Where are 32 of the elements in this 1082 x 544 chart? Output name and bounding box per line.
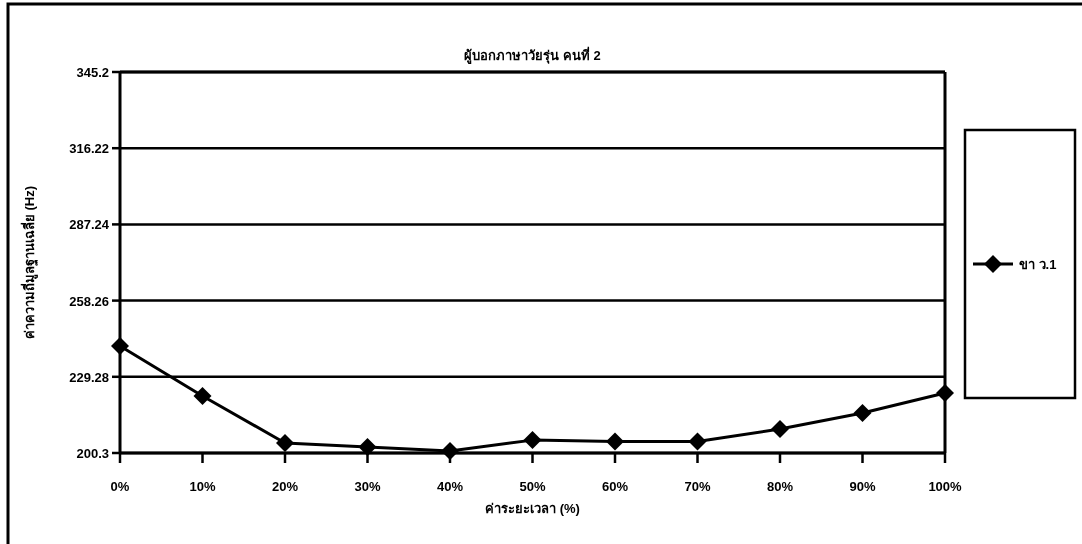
point — [606, 432, 624, 451]
x-tick-label: 40% — [436, 479, 464, 494]
point — [441, 441, 459, 460]
point — [936, 384, 954, 403]
y-tick-label: 316.22 — [69, 141, 109, 157]
point — [111, 336, 129, 355]
legend-label: ขา ว.1 — [1019, 257, 1057, 272]
point — [523, 431, 542, 450]
y-tick-label: 345.2 — [76, 65, 109, 80]
x-tick-label: 20% — [271, 479, 299, 494]
x-tick-label: 30% — [354, 479, 381, 494]
x-tick-label: 80% — [766, 479, 794, 494]
x-tick-label: 70% — [684, 479, 711, 494]
x-tick-label: 90% — [849, 479, 876, 494]
x-tick-label: 100% — [928, 479, 963, 494]
y-tick-label: 258.26 — [69, 293, 109, 309]
y-tick-label: 229.28 — [69, 369, 109, 385]
point — [688, 432, 707, 451]
point — [771, 420, 789, 439]
y-axis-title: ค่าความถี่มูลฐานเฉลี่ย (Hz) — [20, 185, 39, 340]
point — [193, 386, 212, 405]
y-tick-label: 200.3 — [76, 446, 109, 461]
point — [853, 404, 872, 423]
x-tick-label: 50% — [519, 479, 546, 494]
point — [358, 437, 377, 456]
x-axis-title: ค่าระยะเวลา (%) — [485, 501, 580, 516]
x-tick-label: 60% — [601, 479, 629, 494]
x-tick-label: 10% — [189, 479, 216, 494]
y-tick-label: 287.24 — [69, 217, 110, 233]
point — [276, 434, 294, 453]
chart-title: ผู้บอกภาษาวัยรุ่น คนที่ 2 — [464, 46, 601, 64]
x-tick-label: 0% — [110, 479, 130, 494]
